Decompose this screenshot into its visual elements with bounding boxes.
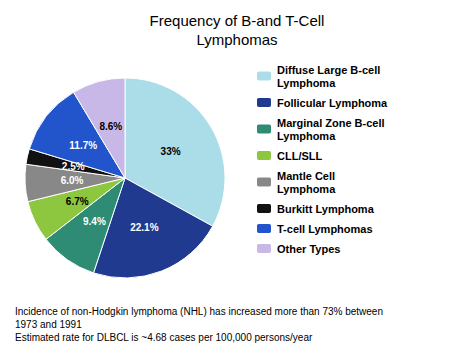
svg-text:Lymphomas: Lymphomas [196, 31, 277, 48]
svg-text:CLL/SLL: CLL/SLL [277, 150, 322, 162]
svg-text:Estimated rate for DLBCL is ~4: Estimated rate for DLBCL is ~4.68 cases … [15, 332, 313, 343]
svg-text:Burkitt Lymphoma: Burkitt Lymphoma [277, 203, 375, 215]
svg-text:Frequency of B-and T-Cell: Frequency of B-and T-Cell [150, 12, 325, 29]
svg-text:6.7%: 6.7% [66, 196, 89, 207]
svg-text:Marginal Zone B-cell: Marginal Zone B-cell [277, 117, 385, 129]
svg-text:Lymphoma: Lymphoma [277, 183, 336, 195]
svg-text:Lymphoma: Lymphoma [277, 130, 336, 142]
svg-text:Other Types: Other Types [277, 243, 340, 255]
svg-text:Diffuse Large B-cell: Diffuse Large B-cell [277, 64, 380, 76]
svg-text:6.0%: 6.0% [61, 175, 84, 186]
svg-text:2.5%: 2.5% [62, 161, 85, 172]
svg-text:33%: 33% [161, 146, 181, 157]
svg-text:Lymphoma: Lymphoma [277, 77, 336, 89]
svg-text:8.6%: 8.6% [99, 121, 122, 132]
svg-text:1973 and 1991: 1973 and 1991 [15, 319, 82, 330]
svg-text:9.4%: 9.4% [83, 216, 106, 227]
svg-text:Follicular Lymphoma: Follicular Lymphoma [277, 97, 388, 109]
svg-text:Mantle Cell: Mantle Cell [277, 170, 335, 182]
svg-text:Incidence of non-Hodgkin lymph: Incidence of non-Hodgkin lymphoma (NHL) … [15, 306, 383, 317]
svg-text:11.7%: 11.7% [69, 140, 97, 151]
svg-text:T-cell Lymphomas: T-cell Lymphomas [277, 223, 373, 235]
svg-text:22.1%: 22.1% [130, 222, 158, 233]
